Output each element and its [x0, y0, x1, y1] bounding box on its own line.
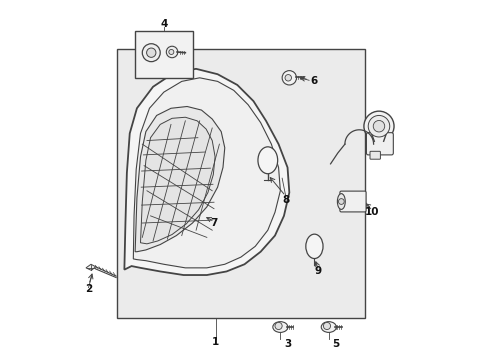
Text: 1: 1 — [212, 337, 219, 347]
Text: 7: 7 — [210, 218, 217, 228]
Circle shape — [282, 71, 296, 85]
Circle shape — [372, 121, 384, 132]
Ellipse shape — [337, 194, 345, 210]
Circle shape — [363, 111, 393, 141]
Circle shape — [274, 322, 282, 329]
Text: 8: 8 — [282, 195, 289, 205]
Text: 5: 5 — [332, 339, 339, 349]
Circle shape — [285, 75, 291, 81]
Polygon shape — [133, 78, 280, 268]
Polygon shape — [86, 264, 96, 270]
Ellipse shape — [321, 321, 336, 332]
Circle shape — [338, 199, 344, 204]
Circle shape — [168, 49, 174, 54]
Text: 6: 6 — [310, 76, 317, 86]
Circle shape — [323, 322, 330, 329]
Ellipse shape — [272, 321, 287, 332]
Circle shape — [146, 48, 156, 57]
Circle shape — [142, 44, 160, 62]
FancyBboxPatch shape — [339, 191, 366, 212]
Circle shape — [166, 46, 178, 58]
Text: 4: 4 — [160, 19, 167, 29]
Bar — [135, 31, 192, 78]
Polygon shape — [124, 69, 289, 275]
Circle shape — [367, 116, 389, 137]
Ellipse shape — [258, 147, 277, 174]
Text: 10: 10 — [364, 207, 378, 217]
FancyBboxPatch shape — [366, 133, 392, 155]
Text: 3: 3 — [284, 339, 290, 349]
Bar — [117, 49, 364, 318]
Polygon shape — [135, 107, 224, 252]
FancyBboxPatch shape — [369, 151, 380, 159]
Text: 9: 9 — [314, 266, 321, 276]
Ellipse shape — [305, 234, 323, 258]
Text: 2: 2 — [85, 284, 92, 294]
Polygon shape — [140, 117, 215, 244]
